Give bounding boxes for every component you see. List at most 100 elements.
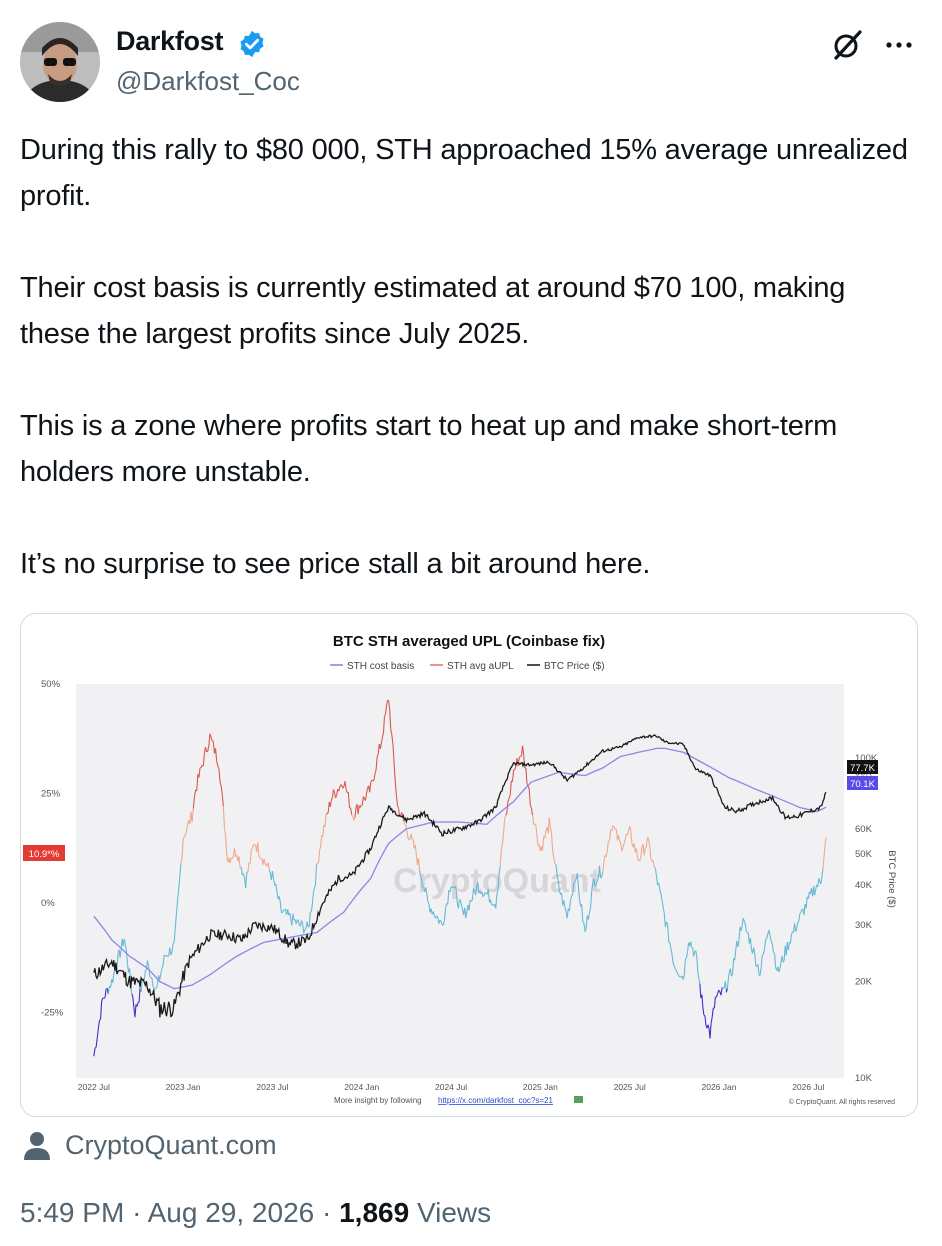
upl-segment (193, 789, 197, 797)
views-count[interactable]: 1,869 (339, 1197, 410, 1228)
upl-segment (206, 750, 209, 753)
upl-segment (701, 994, 704, 1008)
upl-segment (743, 920, 746, 924)
upl-segment (643, 848, 646, 856)
upl-segment (823, 843, 826, 858)
upl-segment (724, 981, 727, 993)
upl-segment (649, 846, 652, 859)
upl-segment (766, 933, 769, 940)
upl-segment (720, 987, 723, 996)
upl-segment (162, 954, 165, 966)
upl-segment (330, 797, 333, 801)
upl-segment (184, 830, 188, 836)
tweet-paragraph: Their cost basis is currently estimated … (20, 272, 846, 350)
upl-segment (169, 947, 172, 956)
more-options-icon[interactable] (882, 30, 916, 60)
upl-segment (454, 886, 457, 891)
upl-segment (251, 844, 255, 849)
upl-segment (803, 903, 806, 916)
y-left-tick-label: 25% (41, 788, 61, 799)
upl-segment (740, 925, 743, 931)
upl-segment (245, 872, 248, 888)
upl-segment (353, 817, 356, 821)
tweet-time[interactable]: 5:49 PM (20, 1197, 125, 1228)
upl-segment (601, 871, 604, 877)
upl-segment (798, 913, 801, 922)
upl-segment (217, 765, 220, 769)
upl-segment (191, 808, 194, 823)
upl-segment (384, 705, 388, 715)
upl-segment (635, 848, 639, 859)
upl-segment (364, 793, 368, 801)
upl-segment (94, 1046, 97, 1049)
upl-segment (556, 874, 559, 881)
upl-segment (626, 830, 630, 836)
upl-segment (351, 814, 354, 818)
upl-segment (425, 887, 428, 895)
footer-link[interactable]: https://x.com/darkfost_coc?s=21 (438, 1096, 553, 1105)
upl-segment (297, 919, 300, 925)
upl-segment (375, 756, 378, 771)
upl-segment (667, 924, 670, 943)
upl-segment (754, 953, 757, 966)
author-display-name[interactable]: Darkfost (116, 26, 224, 56)
person-icon (24, 1132, 50, 1160)
upl-segment (644, 846, 647, 849)
upl-segment (278, 896, 281, 902)
upl-segment (722, 987, 725, 989)
tweet-date[interactable]: Aug 29, 2026 (147, 1197, 315, 1228)
upl-segment (715, 993, 719, 998)
upl-segment (671, 954, 674, 964)
upl-segment (573, 881, 576, 884)
upl-segment (240, 866, 243, 876)
upl-segment (729, 968, 733, 977)
upl-segment (711, 1007, 714, 1018)
y-right-tick-label: 30K (855, 920, 873, 931)
tweet-meta: 5:49 PM · Aug 29, 2026 · 1,869 Views (20, 1197, 491, 1229)
verified-badge-icon (240, 30, 264, 58)
upl-segment (381, 733, 384, 738)
upl-segment (769, 936, 772, 942)
author-handle[interactable]: @Darkfost_Coc (116, 66, 300, 96)
chart-title: BTC STH averaged UPL (Coinbase fix) (333, 633, 605, 650)
upl-segment (658, 883, 661, 890)
upl-segment (612, 825, 615, 828)
chart-footer: More insight by following https://x.com/… (334, 1096, 895, 1106)
upl-segment (588, 907, 592, 913)
upl-segment (585, 915, 588, 929)
upl-segment (542, 836, 545, 851)
upl-segment (660, 893, 663, 901)
upl-segment (99, 1018, 101, 1021)
upl-segment (544, 831, 547, 839)
upl-segment (369, 782, 372, 793)
upl-segment (685, 951, 689, 959)
upl-segment (354, 807, 357, 818)
upl-segment (316, 862, 318, 865)
upl-segment (421, 880, 424, 888)
upl-segment (185, 823, 189, 831)
upl-segment (179, 863, 182, 877)
link-card-domain[interactable]: CryptoQuant.com (65, 1130, 277, 1160)
upl-segment (281, 910, 284, 913)
upl-segment (774, 953, 777, 968)
upl-segment (757, 964, 760, 975)
upl-segment (391, 735, 394, 746)
media-card[interactable]: BTC STH averaged UPL (Coinbase fix) STH … (20, 613, 918, 1117)
upl-segment (726, 978, 729, 989)
upl-segment (149, 975, 152, 979)
upl-segment (568, 900, 572, 911)
upl-segment (511, 769, 515, 782)
upl-segment (112, 973, 115, 983)
upl-segment (768, 929, 771, 937)
avatar[interactable] (20, 22, 100, 102)
upl-segment (682, 974, 685, 980)
upl-segment (501, 833, 505, 845)
upl-segment (630, 830, 633, 844)
grok-icon[interactable] (830, 28, 864, 62)
upl-segment (173, 926, 176, 942)
money-icon (574, 1096, 583, 1103)
upl-segment (107, 986, 111, 995)
upl-segment (389, 709, 392, 730)
upl-segment (408, 838, 411, 841)
upl-segment (104, 988, 107, 998)
